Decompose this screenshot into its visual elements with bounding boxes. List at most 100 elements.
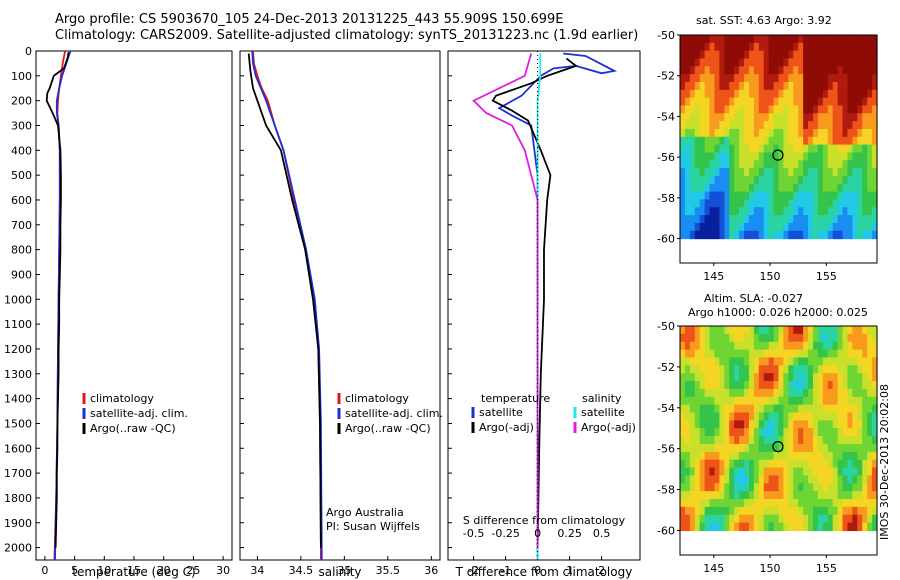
map-cell — [753, 113, 760, 122]
map-cell — [699, 222, 706, 232]
map-cell — [808, 81, 814, 91]
map-cell — [867, 222, 873, 232]
header-line-1: Argo profile: CS 5903670_105 24-Dec-2013… — [55, 12, 564, 27]
map-cell — [867, 420, 873, 429]
map-cell — [872, 222, 878, 232]
map-cell — [872, 420, 878, 429]
map-cell — [857, 404, 863, 414]
map-cell — [748, 215, 755, 224]
legend-label: Argo(-adj) — [479, 421, 534, 434]
map-cell — [817, 467, 824, 477]
map-cell — [709, 396, 716, 406]
map-cell — [729, 499, 735, 508]
map-cell — [753, 475, 760, 484]
map-cell — [768, 443, 775, 453]
map-cell — [734, 74, 740, 83]
map-cell — [862, 35, 868, 44]
map-cell — [744, 514, 750, 524]
map-cell — [724, 144, 730, 154]
map-cell — [773, 436, 780, 445]
map-cell — [872, 326, 878, 335]
map-cell — [680, 420, 686, 429]
map-cell — [847, 459, 853, 469]
map-cell — [832, 506, 839, 516]
map-cell — [832, 467, 839, 477]
map-cell — [689, 499, 696, 508]
map-cell — [734, 207, 740, 216]
map-cell — [788, 191, 794, 201]
map-cell — [773, 333, 780, 343]
map-cell — [872, 396, 878, 406]
map-cell — [763, 160, 770, 169]
map-cell — [798, 66, 804, 75]
map-cell — [704, 326, 711, 335]
map-cell — [680, 467, 686, 477]
map-cell — [803, 160, 809, 169]
map-cell — [837, 388, 844, 398]
map-cell — [862, 506, 868, 516]
map-cell — [827, 199, 834, 208]
map-cell — [872, 160, 878, 169]
map-cell — [778, 97, 785, 107]
map-cell — [832, 50, 839, 60]
map-cell — [744, 365, 750, 374]
map-cell — [729, 152, 735, 161]
map-cell — [812, 357, 819, 366]
legend-label: Argo(..raw -QC) — [90, 422, 176, 435]
map-cell — [758, 89, 765, 99]
map-cell — [729, 144, 735, 154]
map-cell — [729, 97, 735, 107]
legend-heading: temperature — [481, 392, 550, 405]
map-cell — [783, 199, 789, 208]
lat-tick-label: -56 — [657, 151, 675, 164]
map-cell — [719, 522, 725, 532]
map-cell — [734, 459, 740, 469]
s-tick-label: 0 — [534, 527, 541, 540]
map-cell — [763, 412, 770, 421]
map-cell — [684, 499, 691, 508]
map-cell — [680, 97, 686, 107]
map-cell — [812, 326, 819, 335]
map-cell — [709, 136, 716, 146]
map-cell — [763, 388, 770, 398]
map-cell — [684, 428, 691, 437]
map-cell — [812, 381, 819, 390]
map-cell — [837, 168, 844, 177]
map-cell — [808, 420, 814, 429]
map-cell — [680, 491, 686, 500]
map-cell — [783, 144, 789, 154]
map-cell — [852, 349, 858, 359]
map-cell — [684, 105, 691, 114]
map-cell — [798, 113, 804, 122]
map-cell — [803, 66, 809, 75]
map-cell — [793, 35, 799, 44]
map-cell — [857, 349, 863, 359]
x-tick-label: 15 — [127, 564, 141, 577]
map-cell — [744, 136, 750, 146]
map-cell — [753, 483, 760, 492]
map-cell — [680, 428, 686, 437]
map-cell — [798, 522, 804, 532]
map-cell — [744, 215, 750, 224]
map-cell — [763, 365, 770, 374]
map-cell — [694, 175, 701, 185]
map-cell — [719, 136, 725, 146]
map-cell — [857, 420, 863, 429]
map-cell — [847, 514, 853, 524]
map-cell — [817, 483, 824, 492]
map-cell — [872, 357, 878, 366]
map-cell — [689, 514, 696, 524]
map-cell — [748, 160, 755, 169]
map-cell — [758, 436, 765, 445]
map-cell — [827, 66, 834, 75]
map-cell — [798, 191, 804, 201]
map-cell — [719, 451, 725, 461]
map-cell — [812, 175, 819, 185]
map-cell — [827, 420, 834, 429]
y-tick-label: 800 — [11, 244, 32, 257]
map-cell — [817, 436, 824, 445]
map-cell — [832, 35, 839, 44]
map-cell — [842, 66, 849, 75]
map-cell — [753, 333, 760, 343]
map-cell — [699, 207, 706, 216]
